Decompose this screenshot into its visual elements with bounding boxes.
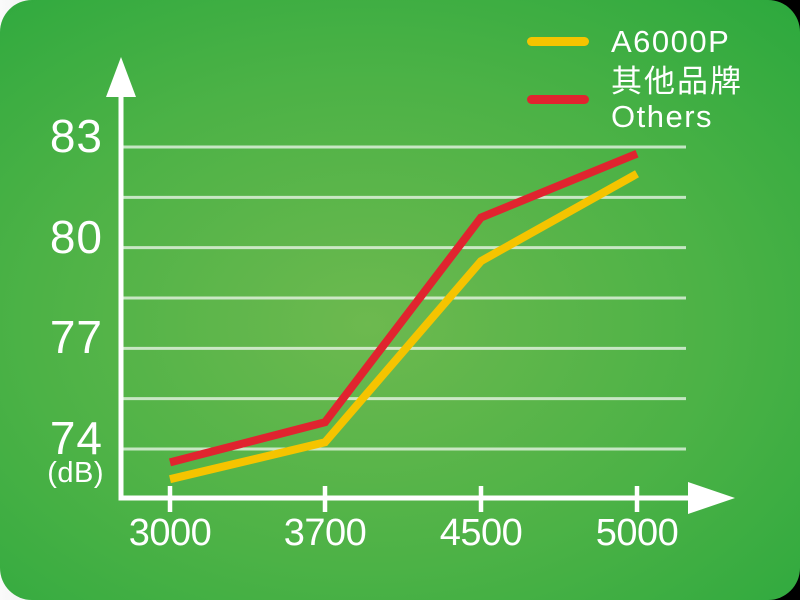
legend-swatch-others-icon [527, 94, 589, 104]
legend-item-a6000p: A6000P [527, 22, 743, 60]
x-axis-tick-label: 4500 [439, 512, 523, 554]
y-axis-tick-label: 80 [49, 211, 103, 263]
y-axis-unit-label: (dB) [47, 457, 104, 489]
legend-item-others: 其他品牌 Others [527, 64, 743, 134]
x-axis-arrow-icon [688, 482, 735, 514]
series-layer [168, 149, 639, 484]
x-axis-tick-label: 5000 [595, 512, 679, 554]
series-line-a6000p [169, 170, 639, 484]
legend-label-others-en: Others [611, 99, 714, 134]
y-axis-arrow-icon [106, 57, 136, 97]
x-ticks-layer [167, 486, 640, 512]
x-axis-tick-label: 3700 [283, 512, 367, 554]
legend-label-a6000p: A6000P [611, 23, 731, 59]
y-axis-tick-label: 74 [49, 412, 103, 464]
legend-swatch-a6000p-icon [527, 36, 589, 46]
chart-legend: A6000P 其他品牌 Others [527, 22, 743, 134]
y-axis-tick-label: 83 [49, 110, 103, 162]
legend-label-others: 其他品牌 Others [611, 64, 743, 134]
legend-label-others-zh: 其他品牌 [611, 64, 743, 99]
x-axis-tick-label: 3000 [128, 512, 212, 554]
series-line-others [168, 149, 639, 467]
y-axis-tick-label: 77 [49, 311, 103, 363]
axes-layer [106, 57, 735, 514]
